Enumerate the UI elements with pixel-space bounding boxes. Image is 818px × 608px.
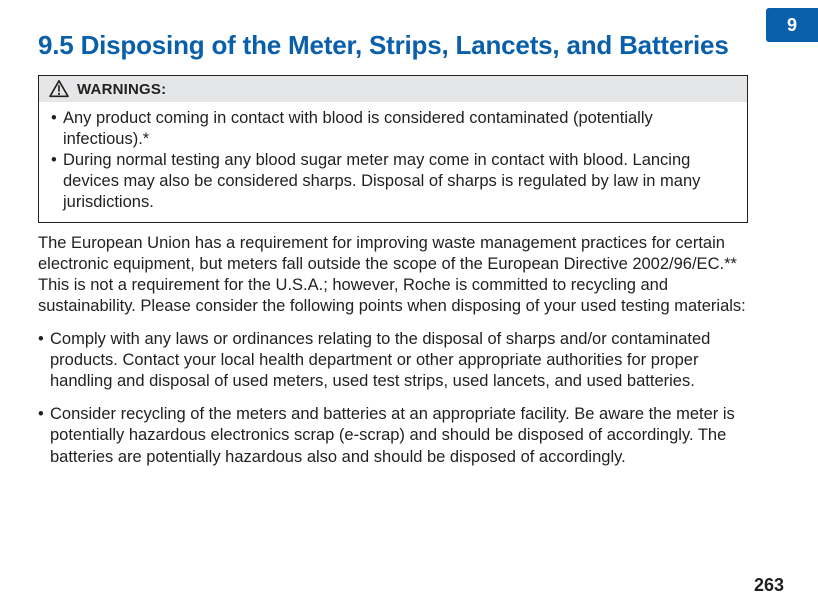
bullet-marker: •: [51, 108, 63, 150]
bullet-marker: •: [38, 329, 50, 392]
warning-triangle-icon: [49, 80, 69, 98]
bullet-marker: •: [51, 150, 63, 213]
body-paragraph: The European Union has a requirement for…: [38, 233, 748, 317]
body-bullet: • Comply with any laws or ordinances rel…: [38, 329, 748, 392]
warning-bullet: • During normal testing any blood sugar …: [51, 150, 735, 213]
warnings-label: WARNINGS:: [77, 81, 166, 98]
section-title: 9.5 Disposing of the Meter, Strips, Lanc…: [38, 30, 748, 61]
document-page: 9 9.5 Disposing of the Meter, Strips, La…: [0, 0, 818, 608]
warnings-box: WARNINGS: • Any product coming in contac…: [38, 75, 748, 223]
warning-text: During normal testing any blood sugar me…: [63, 150, 735, 213]
chapter-number: 9: [787, 15, 797, 36]
body-bullet-text: Comply with any laws or ordinances relat…: [50, 329, 748, 392]
warning-text: Any product coming in contact with blood…: [63, 108, 735, 150]
page-number: 263: [754, 575, 784, 596]
bullet-marker: •: [38, 404, 50, 467]
warnings-body: • Any product coming in contact with blo…: [39, 102, 747, 222]
body-bullet-text: Consider recycling of the meters and bat…: [50, 404, 748, 467]
warning-bullet: • Any product coming in contact with blo…: [51, 108, 735, 150]
chapter-tab: 9: [766, 8, 818, 42]
warnings-header: WARNINGS:: [39, 76, 747, 102]
body-bullet: • Consider recycling of the meters and b…: [38, 404, 748, 467]
